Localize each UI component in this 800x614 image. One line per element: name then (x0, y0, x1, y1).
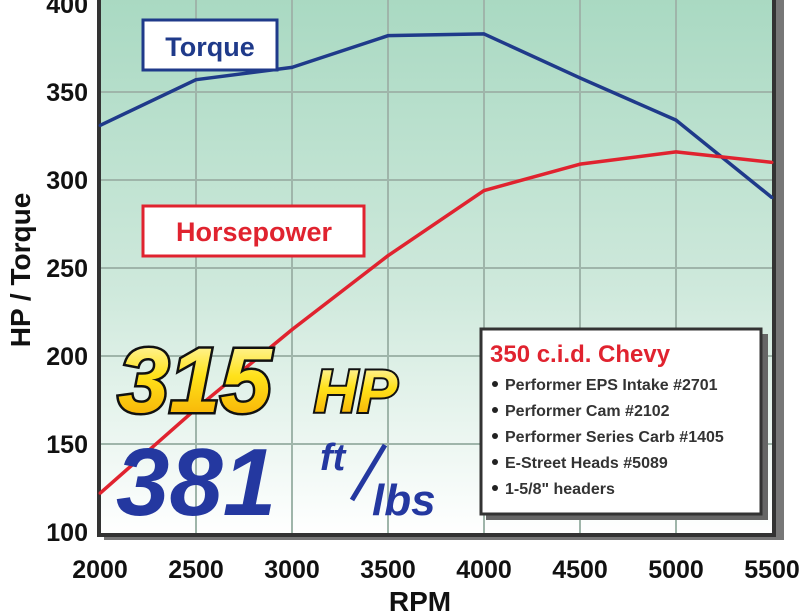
x-tick-label: 4000 (456, 556, 512, 584)
x-tick-label: 2000 (72, 556, 128, 584)
horsepower-legend-label: Horsepower (141, 204, 366, 258)
torque-point (98, 123, 102, 127)
torque-point (674, 118, 678, 122)
y-tick-label: 150 (46, 431, 88, 459)
y-tick-label: 200 (46, 343, 88, 371)
horsepower-point (674, 150, 678, 154)
horsepower-point (482, 189, 486, 193)
bullet-icon (492, 459, 498, 465)
torque-series-name: Torque (165, 32, 255, 62)
horsepower-point (290, 328, 294, 332)
y-tick-label: 400 (46, 0, 88, 19)
bullet-icon (492, 381, 498, 387)
torque-point (770, 196, 774, 200)
peak-hp-value: 315 (118, 330, 273, 432)
torque-point (578, 76, 582, 80)
y-tick-label: 100 (46, 519, 88, 547)
spec-item: E-Street Heads #5089 (505, 455, 668, 472)
x-tick-label: 2500 (168, 556, 224, 584)
peak-torque-unit-bottom: lbs (372, 476, 436, 525)
horsepower-point (386, 254, 390, 258)
y-axis-title: HP / Torque (5, 193, 36, 348)
x-axis-title: RPM (389, 586, 451, 614)
horsepower-point (770, 160, 774, 164)
horsepower-point (578, 162, 582, 166)
horsepower-line (98, 150, 773, 495)
spec-item: Performer Cam #2102 (505, 403, 670, 420)
horsepower-series-name: Horsepower (176, 217, 333, 247)
x-tick-label: 3500 (360, 556, 416, 584)
horsepower-point (194, 407, 198, 411)
bullet-icon (492, 433, 498, 439)
peak-torque-unit-top: ft (320, 437, 347, 479)
peak-hp-badge: 315 HP (116, 328, 401, 435)
y-tick-label: 350 (46, 79, 88, 107)
bullet-icon (492, 407, 498, 413)
peak-torque-value: 381 (116, 429, 276, 536)
spec-item: Performer Series Carb #1405 (505, 429, 724, 446)
spec-box-title: 350 c.i.d. Chevy (490, 341, 671, 368)
bullet-icon (492, 485, 498, 491)
x-tick-label: 3000 (264, 556, 320, 584)
torque-point (290, 65, 294, 69)
torque-line (99, 32, 774, 199)
torque-legend-label: Torque (141, 18, 279, 72)
x-tick-label: 4500 (552, 556, 608, 584)
horsepower-point (98, 491, 102, 495)
spec-item: Performer EPS Intake #2701 (505, 377, 718, 394)
spec-item: 1-5/8" headers (505, 481, 615, 498)
torque-point (386, 34, 390, 38)
x-tick-label: 5500 (744, 556, 800, 584)
spec-box: 350 c.i.d. Chevy Performer EPS Intake #2… (479, 327, 768, 520)
y-tick-label: 300 (46, 167, 88, 195)
torque-point (194, 78, 198, 82)
y-tick-label: 250 (46, 255, 88, 283)
peak-hp-unit: HP (314, 358, 398, 425)
torque-point (482, 32, 486, 36)
peak-torque-badge: 381 ft lbs (116, 429, 436, 536)
x-tick-label: 5000 (648, 556, 704, 584)
